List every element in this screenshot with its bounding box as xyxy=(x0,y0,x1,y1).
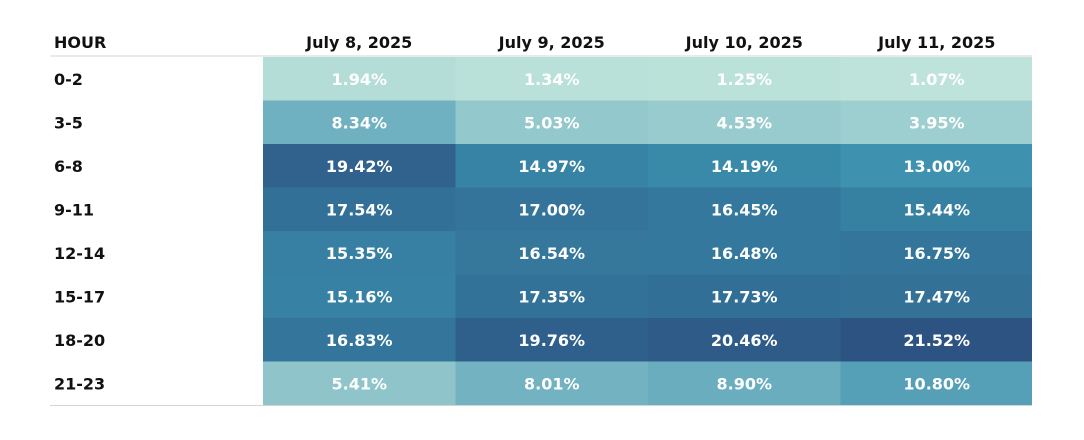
heatmap-cell xyxy=(840,231,1032,275)
heatmap-cell xyxy=(263,57,456,101)
heatmap-cell xyxy=(840,274,1032,319)
cell-value-label: 3.95% xyxy=(909,113,965,132)
heatmap-cell xyxy=(840,361,1032,406)
cell-value-label: 16.83% xyxy=(326,331,393,350)
cell-value-label: 16.54% xyxy=(518,244,585,263)
heatmap-cell xyxy=(648,231,841,275)
heatmap-cell xyxy=(648,187,841,232)
column-header: July 10, 2025 xyxy=(685,33,803,52)
cell-value-label: 1.34% xyxy=(524,70,580,89)
heatmap-cell xyxy=(263,318,456,362)
cell-value-label: 8.90% xyxy=(716,374,772,393)
heatmap-cell xyxy=(840,57,1032,101)
heatmap-cell xyxy=(263,361,456,406)
heatmap-row: 0-2 1.94% 1.34% 1.25% 1.07% xyxy=(54,57,1032,101)
cell-value-label: 13.00% xyxy=(903,157,970,176)
row-label: 0-2 xyxy=(54,70,83,89)
heatmap-cell xyxy=(263,100,456,145)
row-label: 15-17 xyxy=(54,287,105,306)
heatmap-cell xyxy=(648,274,841,319)
heatmap-row: 21-23 5.41% 8.01% 8.90% 10.80% xyxy=(54,361,1032,406)
cell-value-label: 1.25% xyxy=(716,70,772,89)
cell-value-label: 5.41% xyxy=(331,374,387,393)
heatmap-cell xyxy=(263,274,456,319)
row-header-label: HOUR xyxy=(54,33,106,52)
heatmap-row: 15-17 15.16% 17.35% 17.73% 17.47% xyxy=(54,274,1032,319)
heatmap-row: 6-8 19.42% 14.97% 14.19% 13.00% xyxy=(54,144,1032,188)
cell-value-label: 8.34% xyxy=(331,113,387,132)
heatmap-row: 3-5 8.34% 5.03% 4.53% 3.95% xyxy=(54,100,1032,145)
cell-value-label: 16.45% xyxy=(711,200,778,219)
row-label: 6-8 xyxy=(54,157,83,176)
cell-value-label: 16.48% xyxy=(711,244,778,263)
cell-value-label: 8.01% xyxy=(524,374,580,393)
column-header: July 9, 2025 xyxy=(498,33,605,52)
heatmap-cell xyxy=(263,144,456,188)
heatmap-cell xyxy=(263,231,456,275)
heatmap-cell xyxy=(455,318,649,362)
cell-value-label: 15.35% xyxy=(326,244,393,263)
heatmap-cell xyxy=(648,318,841,362)
heatmap-cell xyxy=(455,361,649,406)
heatmap-cell xyxy=(840,187,1032,232)
cell-value-label: 17.54% xyxy=(326,200,393,219)
row-label: 18-20 xyxy=(54,331,105,350)
heatmap-cell xyxy=(455,57,649,101)
cell-value-label: 14.97% xyxy=(518,157,585,176)
cell-value-label: 16.75% xyxy=(903,244,970,263)
heatmap-cell xyxy=(648,361,841,406)
cell-value-label: 4.53% xyxy=(716,113,772,132)
heatmap-row: 12-14 15.35% 16.54% 16.48% 16.75% xyxy=(54,231,1032,275)
cell-value-label: 19.76% xyxy=(518,331,585,350)
cell-value-label: 15.16% xyxy=(326,287,393,306)
cell-value-label: 5.03% xyxy=(524,113,580,132)
column-header: July 8, 2025 xyxy=(305,33,412,52)
heatmap-rows: 0-2 1.94% 1.34% 1.25% 1.07% 3-5 8.34% 5.03% 4.53… xyxy=(50,57,1032,406)
cell-value-label: 17.00% xyxy=(518,200,585,219)
heatmap-cell xyxy=(840,100,1032,145)
row-label: 21-23 xyxy=(54,374,105,393)
cell-value-label: 17.35% xyxy=(518,287,585,306)
cell-value-label: 20.46% xyxy=(711,331,778,350)
heatmap-cell xyxy=(648,144,841,188)
cell-value-label: 17.47% xyxy=(903,287,970,306)
heatmap-cell xyxy=(840,318,1032,362)
heatmap-row: 9-11 17.54% 17.00% 16.45% 15.44% xyxy=(54,187,1032,232)
cell-value-label: 15.44% xyxy=(903,200,970,219)
heatmap-cell xyxy=(648,57,841,101)
heatmap-cell xyxy=(840,144,1032,188)
row-label: 3-5 xyxy=(54,113,83,132)
heatmap-cell xyxy=(455,231,649,275)
heatmap-cell xyxy=(455,100,649,145)
row-label: 9-11 xyxy=(54,200,94,219)
cell-value-label: 1.07% xyxy=(909,70,965,89)
cell-value-label: 1.94% xyxy=(331,70,387,89)
heatmap-cell xyxy=(263,187,456,232)
row-label: 12-14 xyxy=(54,244,105,263)
heatmap-row: 18-20 16.83% 19.76% 20.46% 21.52% xyxy=(54,318,1032,362)
heatmap-cell xyxy=(455,144,649,188)
cell-value-label: 10.80% xyxy=(903,374,970,393)
heatmap-cell xyxy=(648,100,841,145)
column-headers: HOUR July 8, 2025 July 9, 2025 July 10, 202… xyxy=(50,33,1032,57)
heatmap-cell xyxy=(455,187,649,232)
cell-value-label: 19.42% xyxy=(326,157,393,176)
cell-value-label: 14.19% xyxy=(711,157,778,176)
heatmap-chart: HOUR July 8, 2025 July 9, 2025 July 10, 202… xyxy=(50,33,1032,406)
column-header: July 11, 2025 xyxy=(877,33,995,52)
cell-value-label: 21.52% xyxy=(903,331,970,350)
heatmap-cell xyxy=(455,274,649,319)
cell-value-label: 17.73% xyxy=(711,287,778,306)
